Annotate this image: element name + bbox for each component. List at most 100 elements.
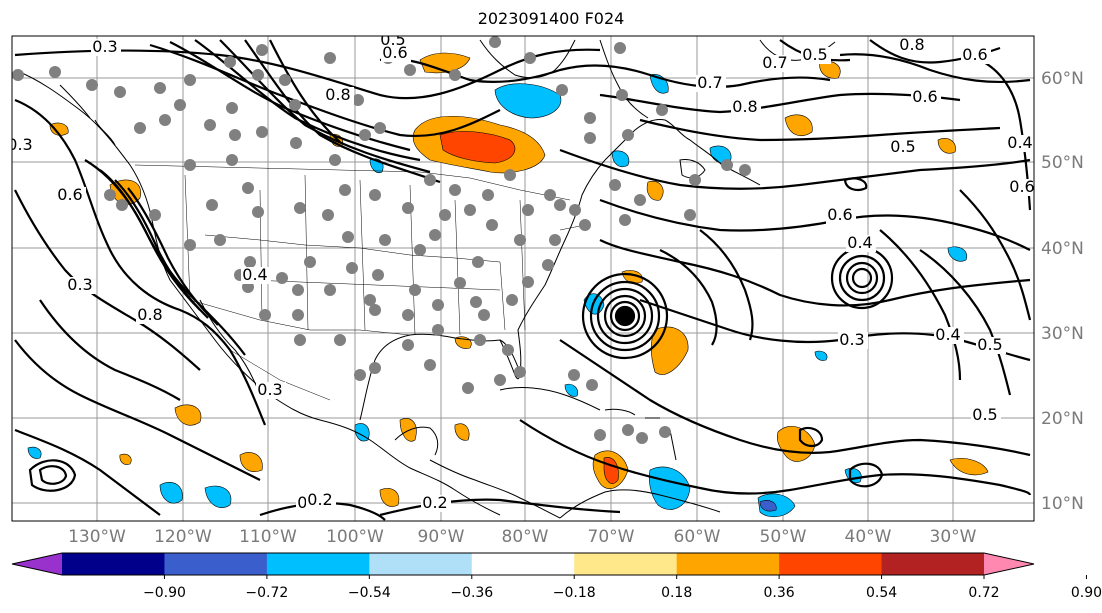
contour-label: 0.7 xyxy=(762,53,787,72)
station-dot xyxy=(622,129,634,141)
station-dot xyxy=(524,52,536,64)
station-dot xyxy=(324,284,336,296)
latitude-label: 50°N xyxy=(1041,153,1084,173)
station-dot xyxy=(424,174,436,186)
colorbar-extend-low xyxy=(12,553,62,575)
colorbar-segment xyxy=(471,553,575,575)
contour-label: 0.4 xyxy=(1007,133,1032,152)
contour-label: 0.4 xyxy=(847,233,872,252)
colorbar-tick-label: −0.54 xyxy=(348,585,391,601)
colorbar-tick-label: 0.36 xyxy=(764,585,795,601)
coastlines xyxy=(14,39,836,519)
contour-label-bg xyxy=(761,55,791,72)
colorbar-tick-label: −0.36 xyxy=(450,585,493,601)
colorbar-outline xyxy=(11,552,1035,576)
contour-label: 0.5 xyxy=(802,45,827,64)
station-dot xyxy=(494,374,506,386)
station-dot xyxy=(429,229,441,241)
station-dot xyxy=(369,189,381,201)
station-dot xyxy=(634,194,646,206)
longitude-label: 40°W xyxy=(845,527,892,547)
station-dot xyxy=(244,256,256,268)
station-dot xyxy=(549,234,561,246)
station-dot xyxy=(616,89,628,101)
station-dot xyxy=(379,234,391,246)
contour-label-bg xyxy=(838,332,868,349)
station-dot xyxy=(619,214,631,226)
contour-label-bg xyxy=(56,187,86,204)
station-dot xyxy=(506,294,518,306)
station-dot xyxy=(402,339,414,351)
station-dot xyxy=(364,294,376,306)
colorbar-segment xyxy=(676,553,780,575)
longitude-label: 120°W xyxy=(154,527,212,547)
station-dot xyxy=(449,69,461,81)
longitude-label: 110°W xyxy=(239,527,297,547)
contour-label: 0.5 xyxy=(977,335,1002,354)
station-dot xyxy=(432,324,444,336)
political-borders xyxy=(134,164,586,401)
colorbar-segment xyxy=(266,553,370,575)
contour-label: 0.3 xyxy=(67,275,92,294)
station-dot xyxy=(359,129,371,141)
station-dot xyxy=(322,209,334,221)
latitude-label: 10°N xyxy=(1041,494,1084,514)
station-dot xyxy=(226,102,238,114)
station-dot xyxy=(614,42,626,54)
station-dot xyxy=(402,309,414,321)
station-dot xyxy=(226,154,238,166)
station-dot xyxy=(464,204,476,216)
contour-label-bg xyxy=(324,87,354,104)
station-dot xyxy=(159,114,171,126)
contour-label-bg xyxy=(66,277,96,294)
contour-label: 0.3 xyxy=(7,135,32,154)
colorbar-tick-label: 0.72 xyxy=(968,585,999,601)
station-dot xyxy=(352,94,364,106)
colorbar-tick-labels: −0.90 −0.72 −0.54 −0.36 −0.18 0.18 0.36 0.54 0.7… xyxy=(143,575,1102,601)
station-dot xyxy=(402,202,414,214)
station-dot xyxy=(242,182,254,194)
station-dot xyxy=(424,359,436,371)
station-dot xyxy=(229,129,241,141)
colorbar-segment xyxy=(779,553,883,575)
contour-label: 0.6 xyxy=(962,45,987,64)
station-dot xyxy=(256,44,268,56)
contour-label-bg xyxy=(306,492,336,509)
contour-label: 0.4 xyxy=(935,325,960,344)
station-dot xyxy=(659,426,671,438)
contour-label: 0.4 xyxy=(242,265,267,284)
colorbar xyxy=(11,552,1035,576)
station-dot xyxy=(504,169,516,181)
station-dot xyxy=(276,272,288,284)
contour-label: 0.6 xyxy=(382,43,407,62)
station-dot xyxy=(584,132,596,144)
station-dot xyxy=(514,366,526,378)
station-dot xyxy=(502,344,514,356)
colorbar-tick-label: 0.54 xyxy=(866,585,897,601)
station-dot xyxy=(622,424,634,436)
station-dot xyxy=(739,164,751,176)
station-dot xyxy=(259,309,271,321)
station-dot xyxy=(304,256,316,268)
station-dot xyxy=(354,369,366,381)
contour-label-bg xyxy=(381,45,411,62)
station-dot xyxy=(656,104,668,116)
station-dot xyxy=(372,269,384,281)
contour-label-bg xyxy=(1008,179,1034,196)
station-dot xyxy=(522,204,534,216)
station-dot xyxy=(432,299,444,311)
station-dot xyxy=(542,259,554,271)
contour-label: 0.6 xyxy=(912,87,937,106)
station-dot xyxy=(594,429,606,441)
station-dot xyxy=(514,234,526,246)
shaded-anomaly-areas xyxy=(27,52,989,518)
contour-label-bg xyxy=(889,139,919,156)
station-dot xyxy=(294,202,306,214)
longitude-label: 130°W xyxy=(68,527,126,547)
contour-label-bg xyxy=(696,75,726,92)
station-dot xyxy=(489,36,501,48)
latitude-label: 20°N xyxy=(1041,409,1084,429)
contour-label-bg xyxy=(731,99,761,116)
station-dot xyxy=(569,204,581,216)
